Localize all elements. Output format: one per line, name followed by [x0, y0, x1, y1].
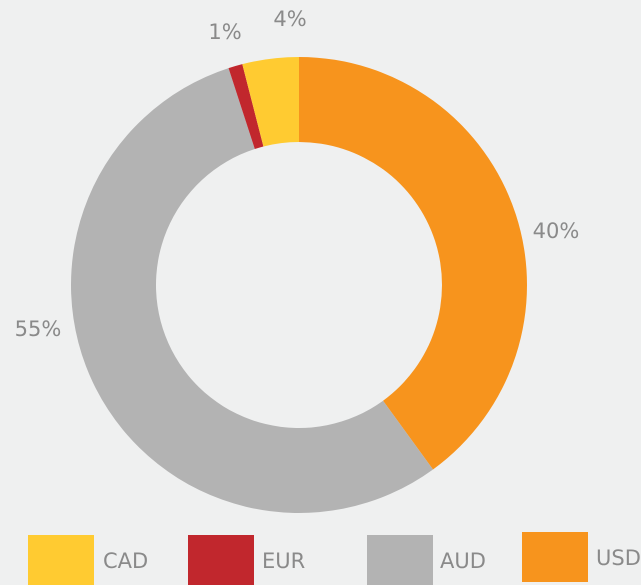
data-label: 4% — [273, 7, 306, 31]
data-label: 40% — [533, 219, 580, 243]
donut-segment — [242, 57, 299, 147]
legend-swatch — [522, 532, 588, 582]
donut-segment — [299, 57, 527, 470]
donut-segment — [70, 68, 434, 514]
donut-segment — [228, 64, 264, 149]
legend-label: AUD — [440, 549, 486, 573]
legend-swatch — [367, 535, 433, 585]
legend-label: USD — [596, 546, 641, 570]
legend-label: CAD — [103, 549, 148, 573]
data-label: 1% — [208, 20, 241, 44]
data-label: 55% — [15, 317, 62, 341]
legend-swatch — [28, 535, 94, 585]
legend-swatch — [188, 535, 254, 585]
legend-label: EUR — [262, 549, 305, 573]
